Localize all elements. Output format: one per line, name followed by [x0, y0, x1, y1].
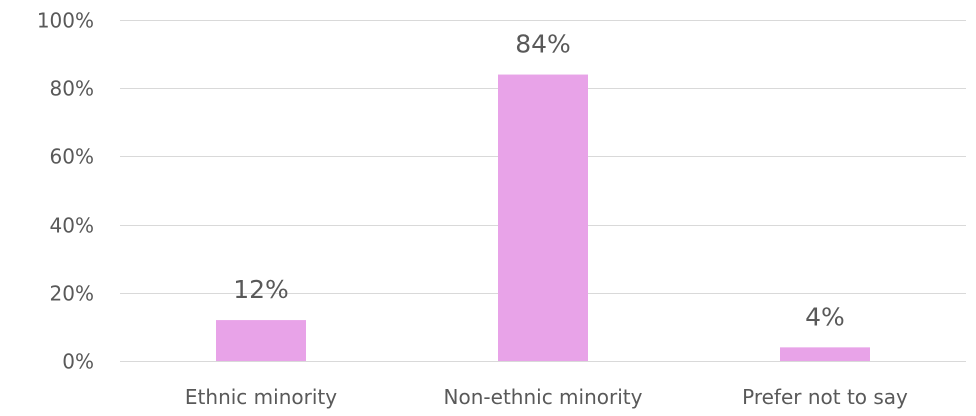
x-tick-label: Non-ethnic minority	[444, 385, 643, 409]
data-label: 12%	[233, 275, 289, 304]
x-axis-category-labels: Ethnic minority Non-ethnic minority Prefer…	[185, 385, 908, 409]
y-tick-label: 80%	[50, 77, 94, 101]
x-tick-label: Ethnic minority	[185, 385, 337, 409]
bar	[498, 74, 588, 361]
bars	[216, 74, 870, 361]
y-axis-tick-labels: 0% 20% 40% 60% 80% 100%	[37, 9, 94, 374]
y-tick-label: 100%	[37, 9, 94, 33]
y-tick-label: 0%	[62, 350, 94, 374]
data-label: 84%	[515, 30, 571, 59]
bar	[216, 320, 306, 361]
data-labels: 12% 84% 4%	[233, 30, 845, 332]
y-tick-label: 60%	[50, 145, 94, 169]
y-tick-label: 20%	[50, 282, 94, 306]
x-tick-label: Prefer not to say	[742, 385, 908, 409]
y-tick-label: 40%	[50, 214, 94, 238]
data-label: 4%	[805, 302, 845, 331]
bar	[780, 347, 870, 361]
